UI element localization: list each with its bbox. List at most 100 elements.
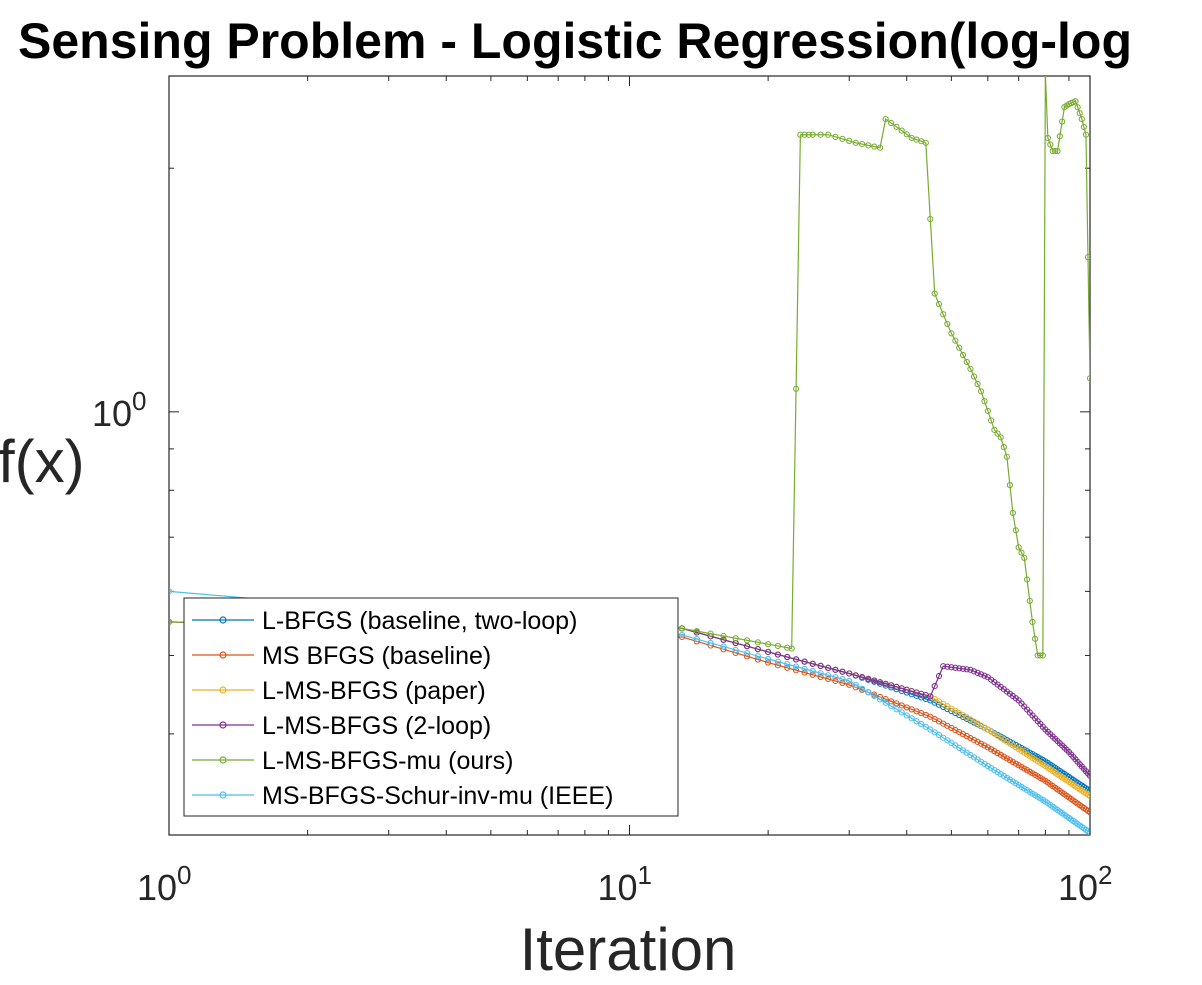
series-marker [1080,123,1088,131]
series-marker [974,380,981,388]
series-marker [922,695,929,702]
series-marker [784,653,791,661]
series-marker [774,651,781,658]
series-marker [774,658,781,665]
series-marker [832,674,839,681]
series-marker [774,662,781,669]
series-marker [935,300,943,308]
minor-ticks [169,76,1090,836]
series-marker [1084,807,1090,814]
y-tick-label: 100 [92,386,147,434]
series-marker [754,639,761,646]
series-marker [898,702,905,709]
series-marker [1039,723,1046,730]
series-marker [991,767,998,774]
series-marker [801,665,808,672]
series-marker [922,692,929,699]
series-marker [893,700,900,707]
series-marker [898,127,905,134]
series-marker [1003,755,1010,762]
series-point [852,139,859,146]
series-marker [935,731,943,739]
series-marker [720,636,727,643]
series-marker [839,668,846,675]
series-marker [927,215,934,223]
series-marker [809,671,816,678]
series-marker [1063,746,1070,753]
series-marker [852,681,859,688]
series-marker [839,676,846,683]
series-marker [809,131,816,138]
series-marker [944,320,951,328]
series-point [1044,134,1051,142]
series-marker [1070,99,1077,106]
series-marker [918,138,925,145]
series-point [967,666,974,673]
series-marker [1074,104,1081,111]
legend-swatch-marker [219,721,227,729]
series-point [956,344,963,351]
series-marker [865,689,872,696]
series-point [1043,76,1047,77]
series-marker [1006,481,1014,489]
series-point [1078,115,1085,123]
series-point [678,633,686,641]
legend-swatch-marker [219,616,227,624]
series-marker [981,760,988,768]
series-point [940,663,947,670]
series-marker [981,742,988,749]
series-marker [977,671,985,678]
series-point [169,588,173,595]
series-marker [817,673,824,681]
series-point [765,655,772,663]
series-marker [931,683,938,690]
series-marker [865,675,872,682]
legend-swatch-marker [219,651,227,659]
series-marker [832,133,839,140]
series-marker [981,398,988,405]
series-marker [888,682,895,689]
series-marker [1084,791,1090,798]
series-marker [817,131,824,138]
series-marker [839,679,846,687]
series-marker [801,131,808,138]
series-marker [809,660,816,667]
series-marker [988,765,995,772]
series-marker [991,730,998,737]
series-point [805,131,812,138]
series-point [1054,147,1061,155]
series-point [678,625,686,632]
legend-label: L-MS-BFGS (2-loop) [262,712,491,740]
series-marker [832,677,839,685]
series-point [1015,544,1022,551]
series-point [797,131,804,138]
series-marker [743,643,751,650]
series-point [1009,509,1016,517]
series-marker [792,656,800,663]
series-marker [1000,772,1007,780]
series-marker [865,142,872,149]
series-marker [967,734,974,742]
series-marker [970,668,978,675]
x-ticks: 100 101 102 [137,76,1113,908]
series-marker [1000,444,1007,451]
series-point [948,330,955,337]
series-marker [754,653,761,660]
series-marker [918,720,925,728]
series-marker [784,664,791,671]
series-layer [169,76,1090,835]
series-point [846,681,853,688]
series-marker [1084,770,1090,777]
series-marker [977,722,985,729]
series-marker [888,702,895,710]
series-marker [882,680,889,687]
series-marker [1012,527,1019,534]
series-marker [792,667,800,674]
series-marker [832,666,839,673]
series-marker [846,137,853,144]
series-marker [1037,652,1044,659]
series-marker [1059,118,1066,125]
series-point [1021,554,1028,561]
series-marker [963,358,970,366]
